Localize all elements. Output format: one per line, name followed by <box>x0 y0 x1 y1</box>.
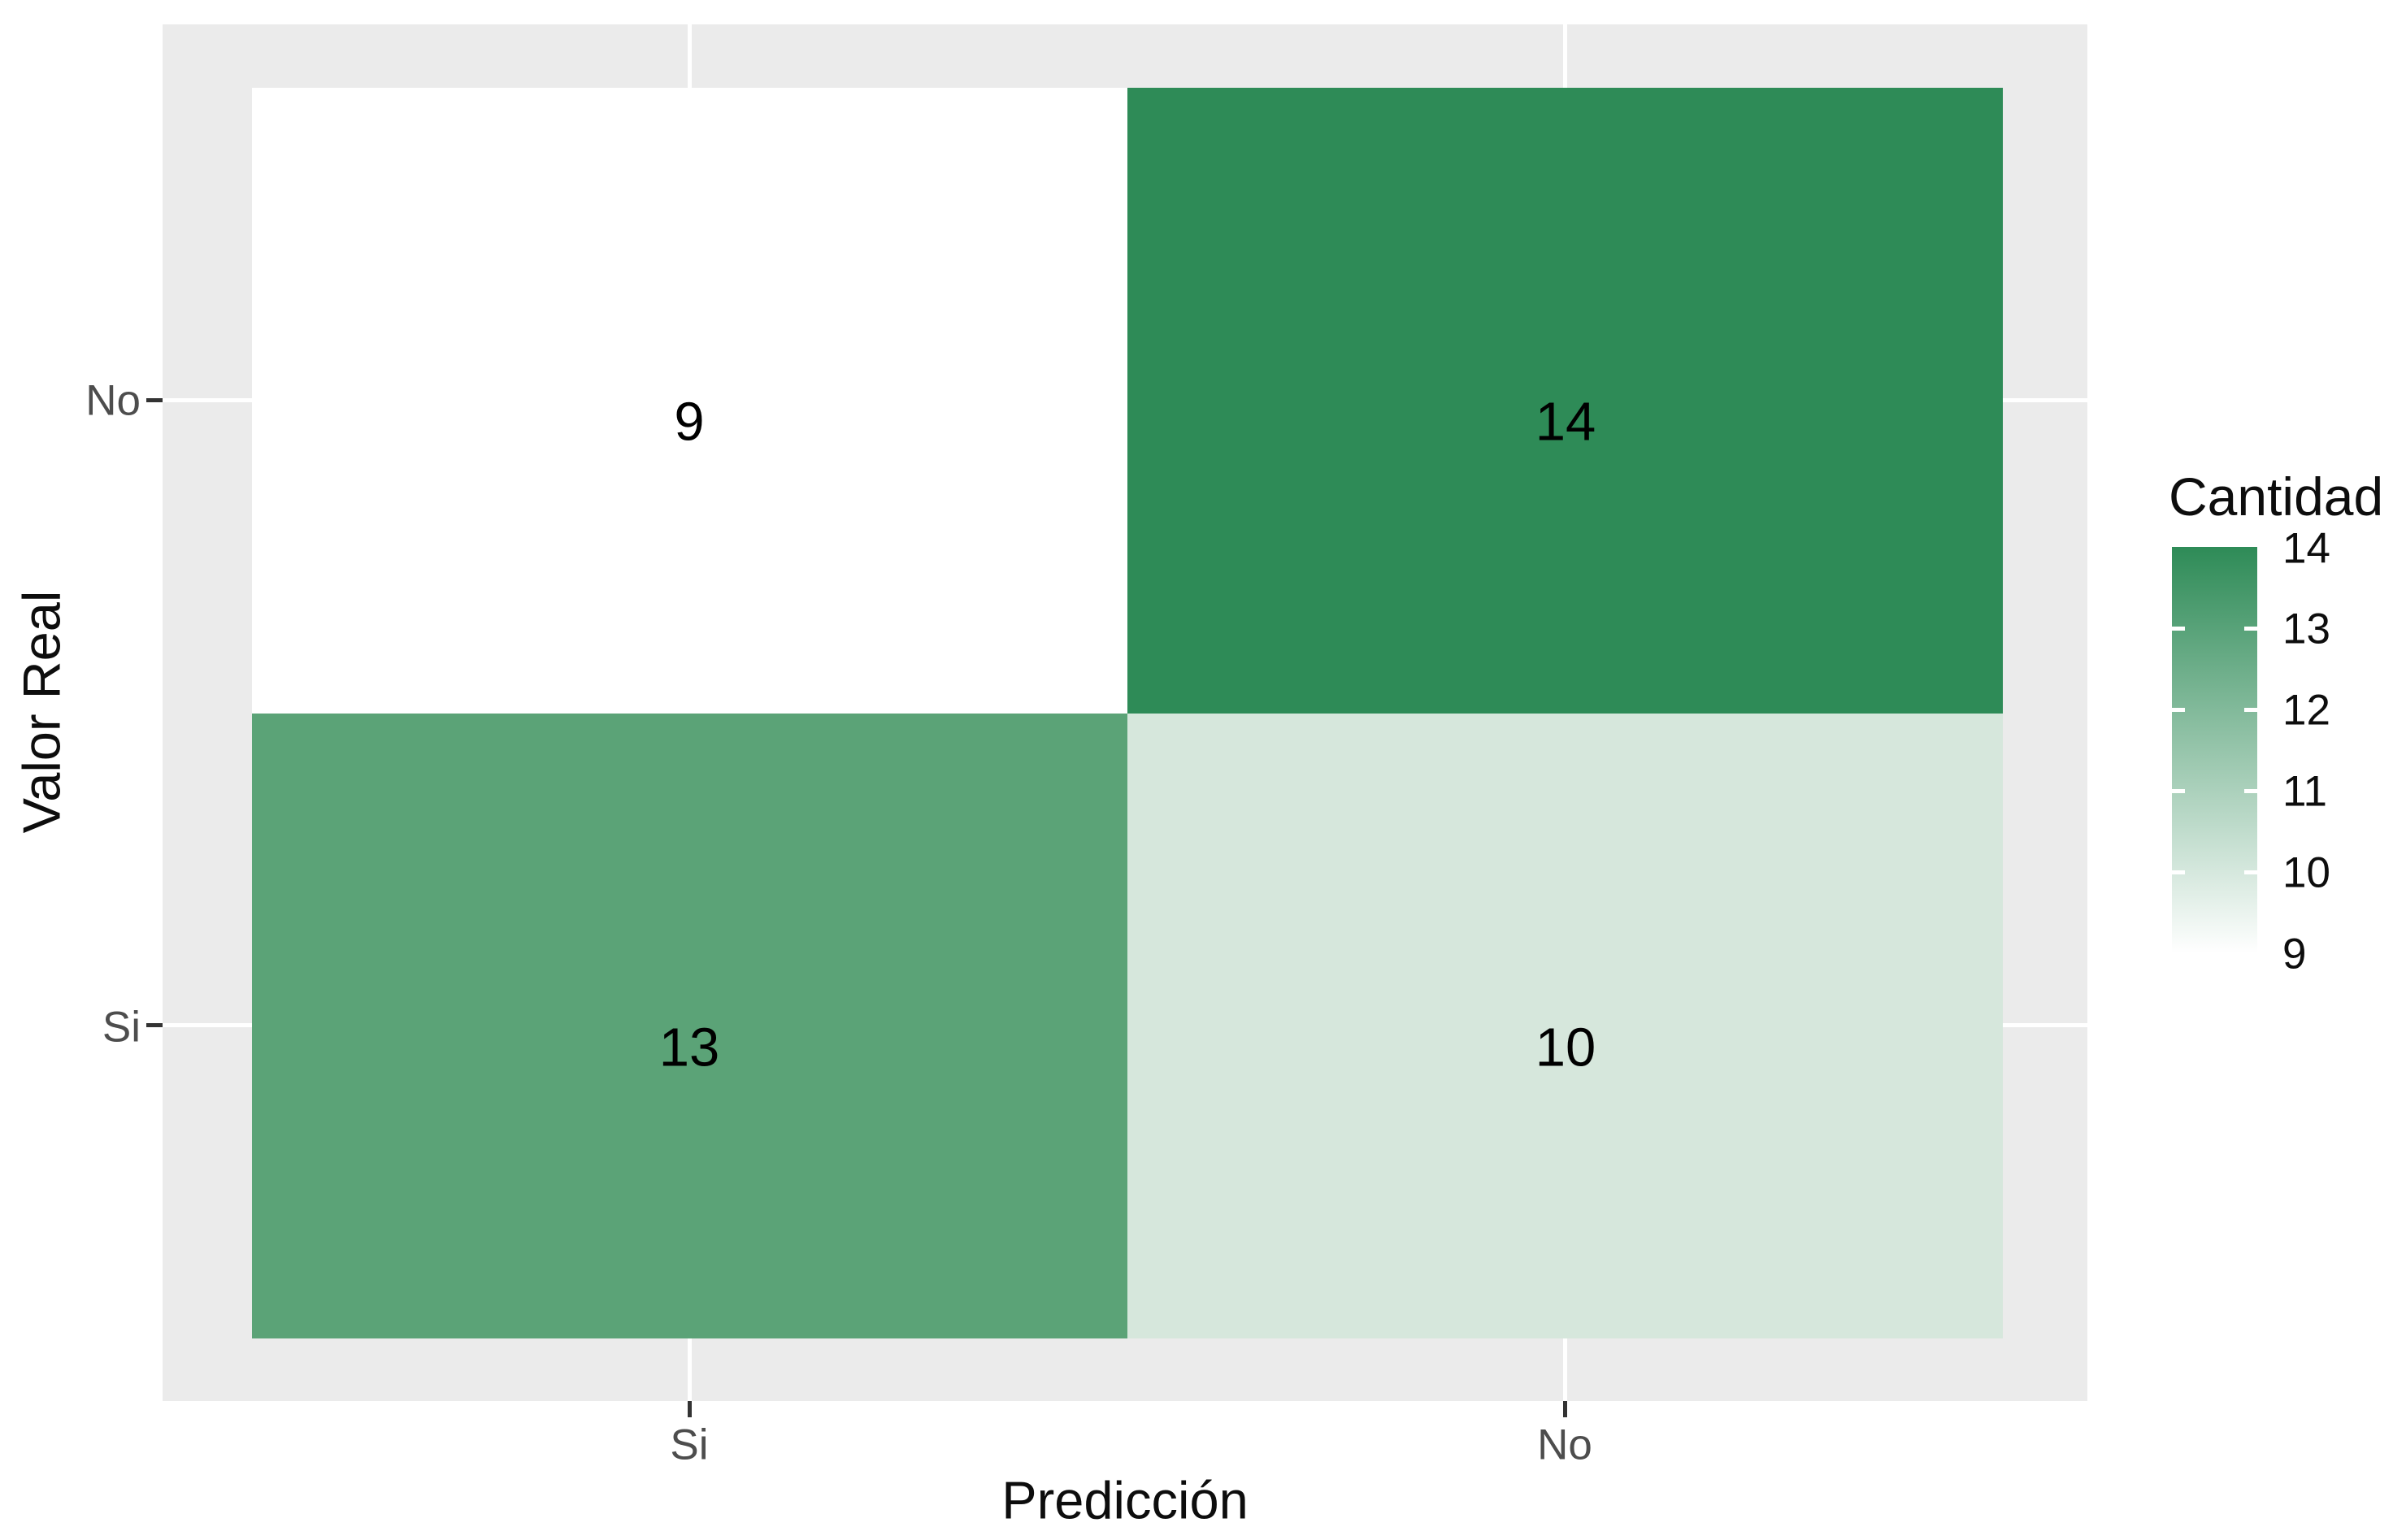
cell-value-pred-si-real-no: 9 <box>674 391 705 453</box>
tile-pred-si-real-no <box>252 88 1127 714</box>
legend-gradient-bar <box>2172 547 2257 953</box>
legend-label-9: 9 <box>2282 930 2307 978</box>
x-tick-label-no: No <box>1537 1421 1592 1469</box>
tile-pred-no-real-no <box>1127 88 2003 714</box>
legend-tick-12-left <box>2172 708 2185 712</box>
y-tick-label-no: No <box>85 376 141 425</box>
y-axis-title: Valor Real <box>11 590 72 834</box>
x-tick-si <box>688 1401 692 1417</box>
legend-label-11: 11 <box>2282 767 2328 816</box>
legend-label-14: 14 <box>2282 524 2330 573</box>
x-tick-label-si: Si <box>670 1421 709 1469</box>
legend-tick-11-left <box>2172 789 2185 793</box>
legend-tick-10-left <box>2172 870 2185 874</box>
y-tick-si <box>146 1023 163 1027</box>
legend-label-10: 10 <box>2282 848 2330 897</box>
legend-tick-11-right <box>2244 789 2257 793</box>
y-tick-no <box>146 398 163 402</box>
tile-pred-no-real-si <box>1127 714 2003 1338</box>
cell-value-pred-no-real-no: 14 <box>1535 391 1596 453</box>
legend-label-13: 13 <box>2282 605 2330 653</box>
x-axis-title: Predicción <box>1001 1470 1249 1530</box>
legend-tick-12-right <box>2244 708 2257 712</box>
legend-tick-10-right <box>2244 870 2257 874</box>
legend-label-12: 12 <box>2282 686 2330 735</box>
legend-tick-13-left <box>2172 627 2185 631</box>
cell-value-pred-no-real-si: 10 <box>1535 1017 1596 1078</box>
tile-pred-si-real-si <box>252 714 1127 1338</box>
y-tick-label-si: Si <box>102 1003 141 1052</box>
x-tick-no <box>1563 1401 1567 1417</box>
legend-tick-13-right <box>2244 627 2257 631</box>
cell-value-pred-si-real-si: 13 <box>658 1017 720 1078</box>
legend-title: Cantidad <box>2169 466 2384 527</box>
